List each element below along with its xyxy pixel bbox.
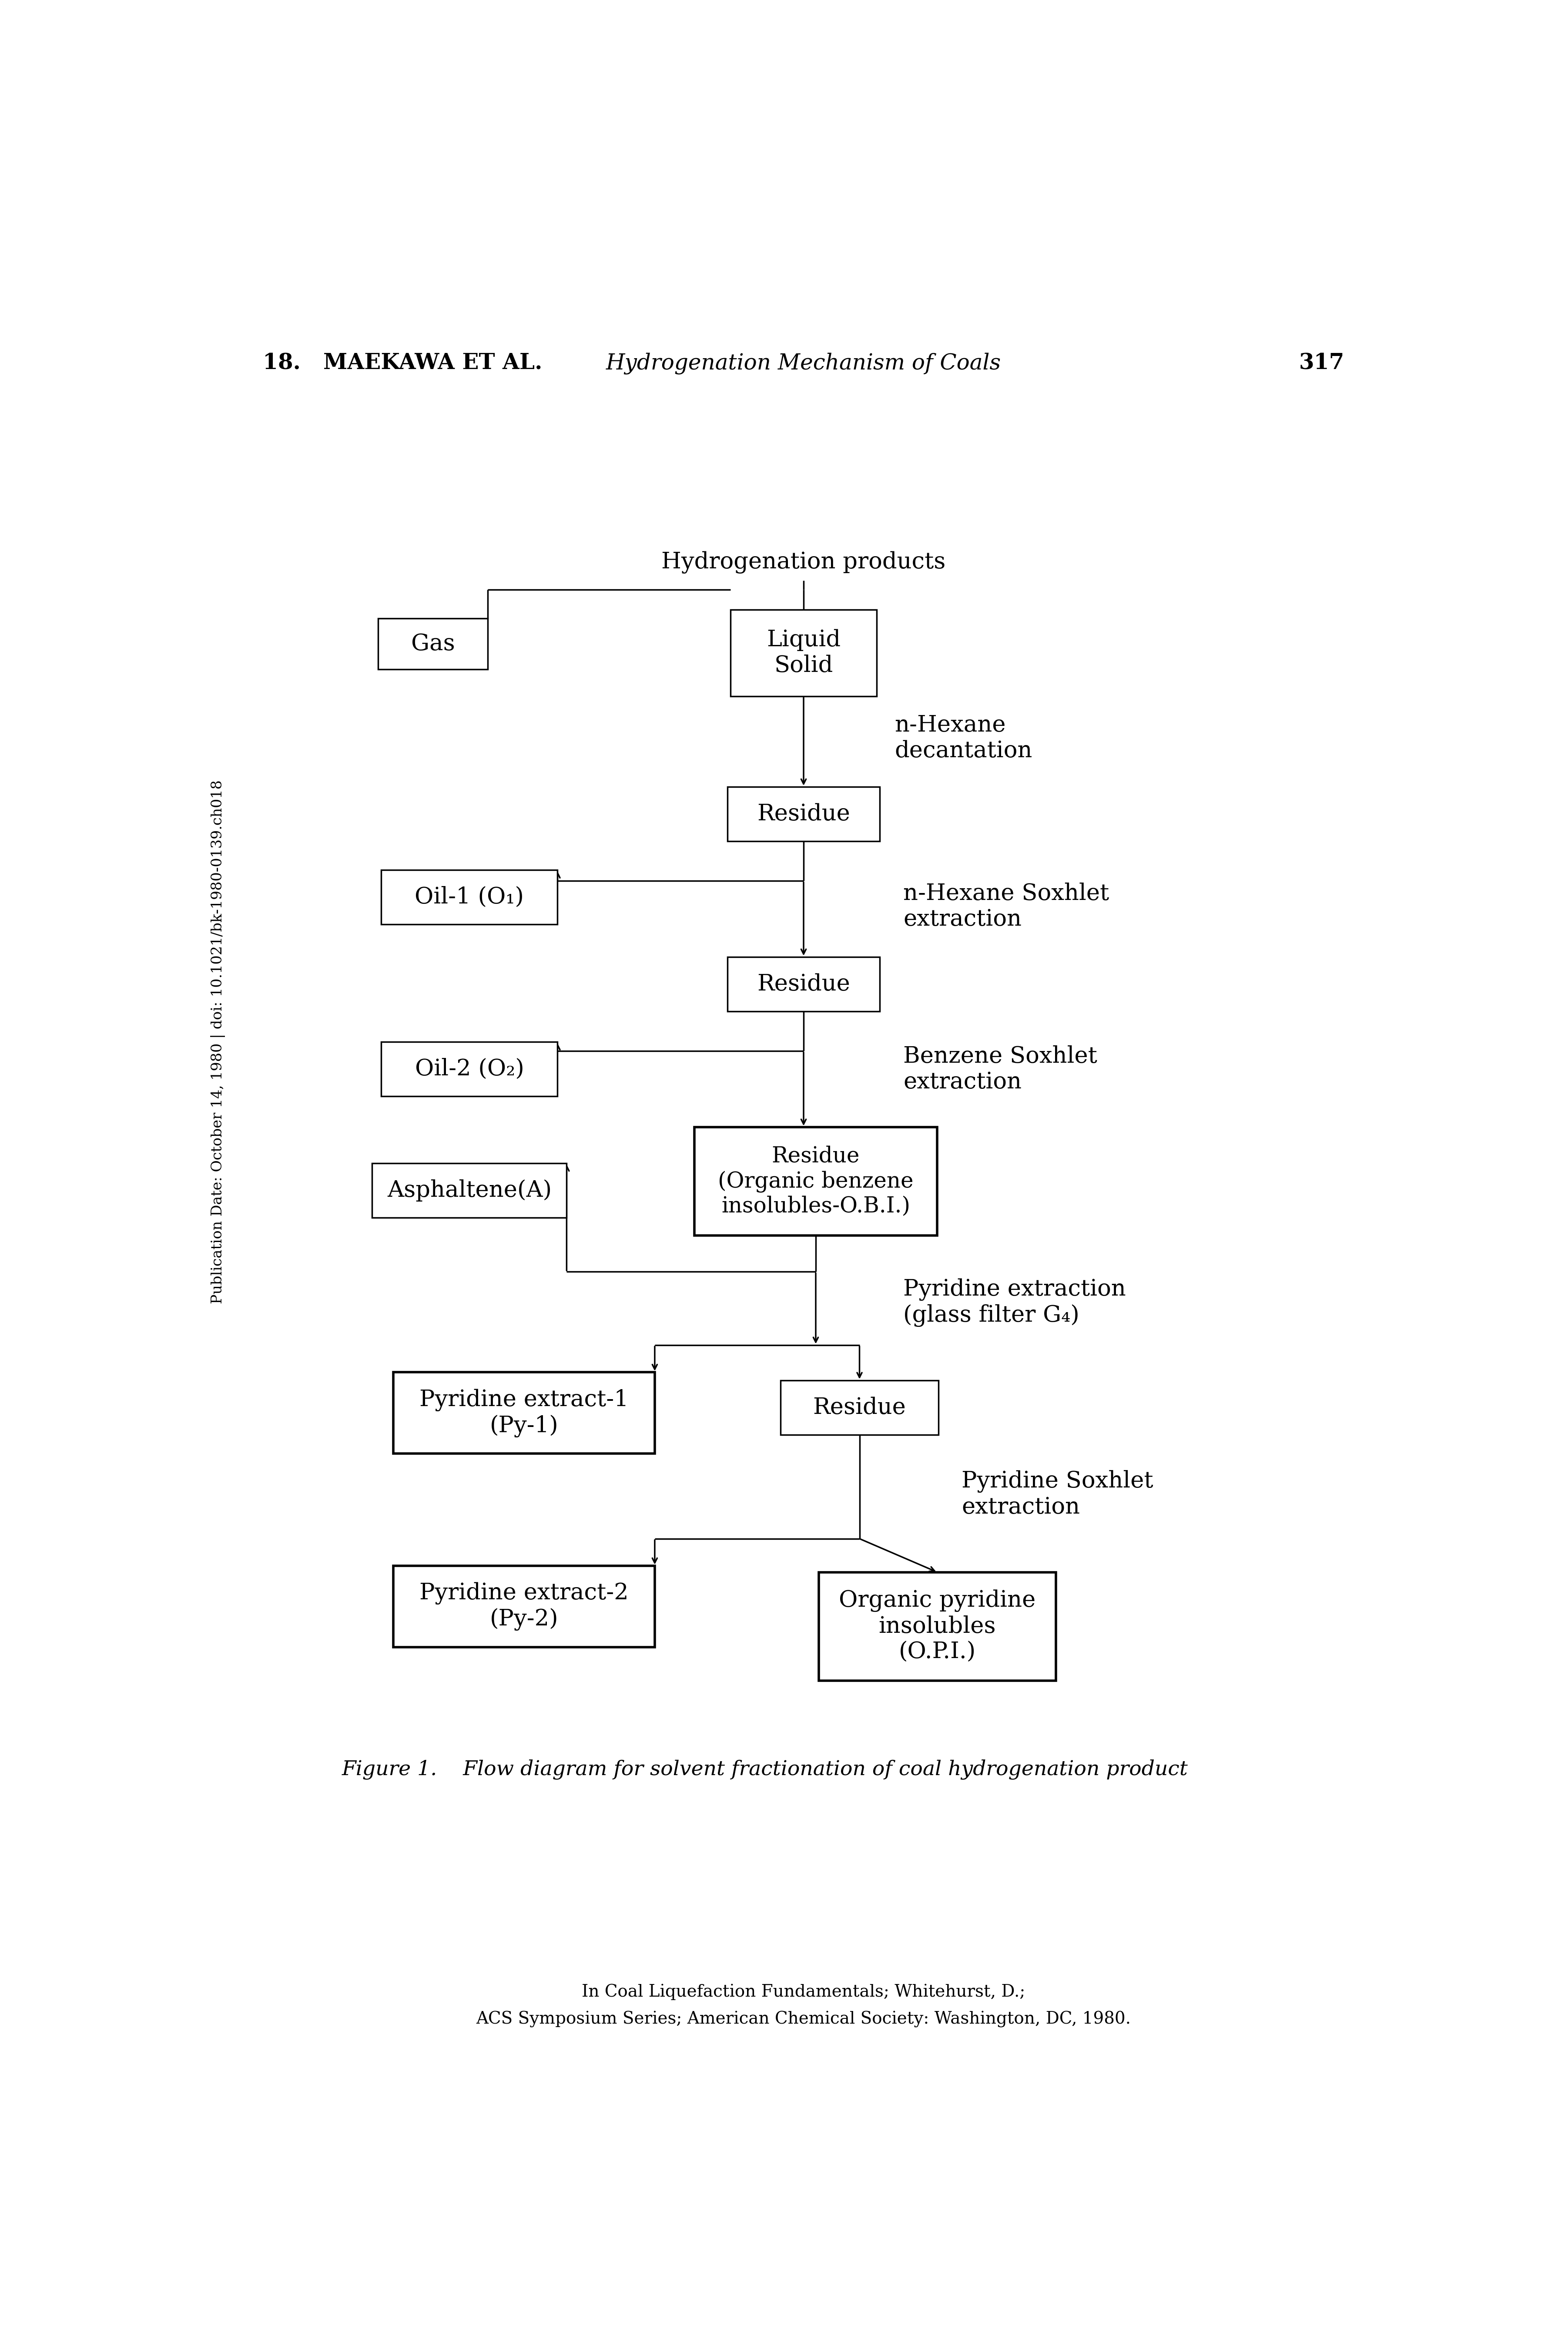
- Text: n-Hexane Soxhlet
extraction: n-Hexane Soxhlet extraction: [903, 881, 1109, 931]
- Text: Organic pyridine
insolubles
(O.P.I.): Organic pyridine insolubles (O.P.I.): [839, 1589, 1036, 1664]
- FancyBboxPatch shape: [728, 787, 880, 841]
- Text: Pyridine extract-1
(Py-1): Pyridine extract-1 (Py-1): [420, 1389, 629, 1438]
- Text: Figure 1.    Flow diagram for solvent fractionation of coal hydrogenation produc: Figure 1. Flow diagram for solvent fract…: [342, 1760, 1189, 1779]
- FancyBboxPatch shape: [781, 1379, 939, 1434]
- Text: Residue: Residue: [812, 1396, 906, 1419]
- Text: Benzene Soxhlet
extraction: Benzene Soxhlet extraction: [903, 1046, 1098, 1093]
- Text: Residue
(Organic benzene
insolubles-O.B.I.): Residue (Organic benzene insolubles-O.B.…: [718, 1144, 914, 1217]
- Text: Gas: Gas: [411, 632, 455, 656]
- FancyBboxPatch shape: [818, 1572, 1055, 1680]
- Text: Residue: Residue: [757, 973, 850, 994]
- FancyBboxPatch shape: [394, 1565, 655, 1647]
- FancyBboxPatch shape: [695, 1128, 938, 1236]
- Text: ACS Symposium Series; American Chemical Society: Washington, DC, 1980.: ACS Symposium Series; American Chemical …: [477, 2012, 1131, 2028]
- FancyBboxPatch shape: [394, 1372, 655, 1455]
- Text: 317: 317: [1298, 352, 1344, 374]
- FancyBboxPatch shape: [731, 609, 877, 696]
- Text: Hydrogenation products: Hydrogenation products: [662, 552, 946, 573]
- Text: n-Hexane
decantation: n-Hexane decantation: [895, 714, 1032, 761]
- Text: Publication Date: October 14, 1980 | doi: 10.1021/bk-1980-0139.ch018: Publication Date: October 14, 1980 | doi…: [210, 780, 226, 1304]
- Text: Pyridine extract-2
(Py-2): Pyridine extract-2 (Py-2): [420, 1582, 629, 1631]
- FancyBboxPatch shape: [381, 870, 558, 924]
- FancyBboxPatch shape: [381, 1041, 558, 1097]
- Text: In Coal Liquefaction Fundamentals; Whitehurst, D.;: In Coal Liquefaction Fundamentals; White…: [582, 1983, 1025, 2000]
- Text: Residue: Residue: [757, 804, 850, 825]
- Text: Oil-2 (O₂): Oil-2 (O₂): [416, 1058, 524, 1081]
- FancyBboxPatch shape: [372, 1163, 566, 1217]
- Text: Asphaltene(A): Asphaltene(A): [387, 1180, 552, 1201]
- Text: 18.   MAEKAWA ET AL.: 18. MAEKAWA ET AL.: [263, 352, 543, 374]
- FancyBboxPatch shape: [728, 956, 880, 1010]
- FancyBboxPatch shape: [378, 618, 488, 670]
- Text: Pyridine extraction
(glass filter G₄): Pyridine extraction (glass filter G₄): [903, 1278, 1126, 1328]
- Text: Pyridine Soxhlet
extraction: Pyridine Soxhlet extraction: [961, 1471, 1154, 1518]
- Text: Liquid
Solid: Liquid Solid: [767, 630, 840, 677]
- Text: Oil-1 (O₁): Oil-1 (O₁): [416, 886, 524, 909]
- Text: Hydrogenation Mechanism of Coals: Hydrogenation Mechanism of Coals: [607, 352, 1000, 374]
